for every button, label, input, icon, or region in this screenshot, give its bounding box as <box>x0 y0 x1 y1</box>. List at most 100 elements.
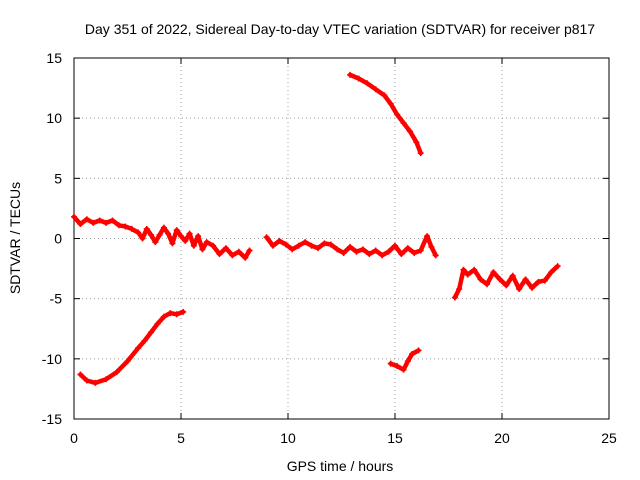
data-point <box>128 225 135 232</box>
data-point <box>276 237 283 244</box>
data-point <box>460 266 467 273</box>
data-point <box>340 249 347 256</box>
series-points-segment-6 <box>387 347 422 373</box>
data-point <box>347 243 354 250</box>
data-point <box>366 251 373 258</box>
series-points-segment-4 <box>347 71 424 157</box>
series-line-segment-3 <box>452 263 560 300</box>
data-point <box>398 251 405 258</box>
x-axis-label: GPS time / hours <box>287 458 394 474</box>
data-point <box>71 213 77 220</box>
y-tick-label: -15 <box>42 411 62 427</box>
data-point <box>535 278 542 285</box>
data-point <box>334 246 341 253</box>
y-tick-label: -10 <box>42 351 62 367</box>
data-point <box>246 247 253 254</box>
y-tick-label: 5 <box>54 170 62 186</box>
data-point <box>372 86 379 93</box>
data-point <box>464 271 471 278</box>
series-points-segment-3 <box>451 263 561 301</box>
data-point <box>516 286 523 293</box>
data-point <box>195 233 202 240</box>
data-point <box>83 216 90 223</box>
data-point <box>364 80 371 87</box>
data-point <box>77 221 84 228</box>
data-point <box>308 242 315 249</box>
x-tick-label: 0 <box>70 430 78 446</box>
data-point <box>190 242 197 249</box>
data-point <box>203 239 210 246</box>
data-point <box>522 276 529 283</box>
data-point <box>115 222 122 229</box>
data-point <box>413 139 420 146</box>
data-point <box>210 242 217 249</box>
data-point <box>160 313 167 320</box>
data-point <box>404 358 411 365</box>
data-point <box>167 310 174 317</box>
data-point <box>379 252 386 259</box>
data-point <box>124 358 131 365</box>
data-point <box>409 351 416 358</box>
data-point <box>394 363 401 370</box>
data-point <box>400 366 407 373</box>
data-point <box>154 320 161 327</box>
data-point <box>424 233 431 240</box>
x-tick-label: 10 <box>280 430 296 446</box>
data-point <box>113 369 120 376</box>
data-point <box>143 225 150 232</box>
data-point <box>186 230 193 237</box>
data-point <box>432 252 439 259</box>
data-point <box>381 92 388 99</box>
data-point <box>314 245 321 252</box>
data-point <box>548 269 555 276</box>
data-point <box>182 237 189 244</box>
data-point <box>165 230 172 237</box>
y-tick-label: 15 <box>46 50 62 66</box>
data-point <box>77 371 84 378</box>
data-point <box>270 242 277 249</box>
data-point <box>169 240 176 247</box>
data-point <box>229 252 236 259</box>
x-tick-label: 20 <box>494 430 510 446</box>
series-line-segment-2 <box>264 233 438 258</box>
data-point <box>541 277 548 284</box>
data-point <box>148 329 155 336</box>
data-point <box>353 248 360 255</box>
data-point <box>263 234 270 241</box>
y-tick-label: -5 <box>50 291 63 307</box>
data-point <box>394 111 401 118</box>
data-point <box>385 248 392 255</box>
data-point <box>180 308 187 315</box>
data-point <box>415 347 422 354</box>
data-point <box>92 379 99 386</box>
data-point <box>417 247 424 254</box>
y-axis-label: SDTVAR / TECUs <box>7 182 23 294</box>
series-line-segment-4 <box>347 72 423 156</box>
data-point <box>355 75 362 82</box>
data-point <box>103 376 110 383</box>
ticks: 0 5 10 15 20 25 -15 -10 -5 0 5 10 15 <box>42 50 617 446</box>
data-point <box>141 337 148 344</box>
data-point <box>178 233 184 240</box>
y-tick-label: 10 <box>46 110 62 126</box>
data-point <box>387 100 394 107</box>
series-line-segment-1 <box>71 214 252 261</box>
data-point <box>471 266 478 273</box>
data-point <box>477 276 484 283</box>
series-line-segment-5 <box>78 309 186 386</box>
data-point <box>302 239 309 246</box>
data-point <box>135 229 142 236</box>
x-tick-label: 5 <box>177 430 185 446</box>
data-point <box>359 246 366 253</box>
data-point <box>289 246 296 253</box>
data-point <box>139 235 146 242</box>
data-point <box>103 219 110 226</box>
data-point <box>406 128 413 135</box>
data-point <box>135 345 142 352</box>
x-tick-label: 25 <box>601 430 617 446</box>
data-point <box>417 150 424 157</box>
data-point <box>428 243 435 250</box>
data-point <box>156 231 163 238</box>
data-point <box>295 242 302 249</box>
